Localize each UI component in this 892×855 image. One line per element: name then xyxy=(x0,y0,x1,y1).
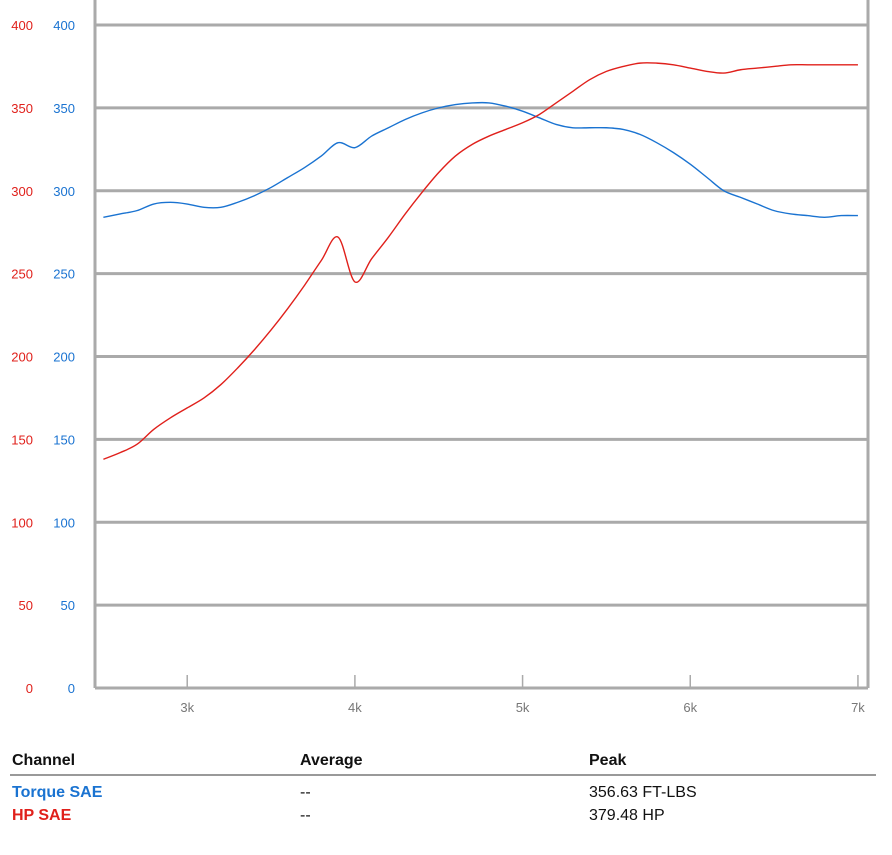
y-tick-label-torque: 0 xyxy=(68,681,75,696)
table-row[interactable]: Torque SAE -- 356.63 FT-LBS xyxy=(10,780,876,803)
y-tick-label-hp: 50 xyxy=(19,598,33,613)
y-tick-label-hp: 0 xyxy=(26,681,33,696)
channel-name: Torque SAE xyxy=(12,784,103,801)
x-tick-label: 3k xyxy=(180,700,194,715)
y-tick-label-torque: 350 xyxy=(53,101,75,116)
y-tick-label-torque: 200 xyxy=(53,350,75,365)
y-tick-label-torque: 300 xyxy=(53,184,75,199)
channel-peak: 356.63 FT-LBS xyxy=(589,784,697,801)
table-row[interactable]: HP SAE -- 379.48 HP xyxy=(10,803,876,826)
table-header: Channel Average Peak xyxy=(10,748,876,776)
y-tick-label-torque: 250 xyxy=(53,267,75,282)
channel-average: -- xyxy=(300,807,311,824)
y-tick-label-torque: 150 xyxy=(53,432,75,447)
series-line-hp-sae xyxy=(103,62,858,460)
x-tick-label: 4k xyxy=(348,700,362,715)
x-tick-label: 7k xyxy=(851,700,865,715)
y-tick-label-hp: 350 xyxy=(11,101,33,116)
channel-table: Channel Average Peak Torque SAE -- 356.6… xyxy=(10,748,876,826)
y-tick-label-torque: 400 xyxy=(53,18,75,33)
header-average: Average xyxy=(300,752,363,769)
dyno-chart: 0 50 100 150 200 250 300 350 400 0 50 100 150 200 250… xyxy=(11,0,870,715)
header-channel: Channel xyxy=(12,752,76,769)
x-tick-label: 5k xyxy=(516,700,530,715)
y-axis-labels-hp: 0 50 100 150 200 250 300 350 400 xyxy=(11,18,33,696)
y-tick-label-hp: 150 xyxy=(11,432,33,447)
y-tick-label-torque: 50 xyxy=(61,598,75,613)
series-line-torque-sae xyxy=(103,101,858,218)
channel-average: -- xyxy=(300,784,311,801)
y-tick-label-hp: 300 xyxy=(11,184,33,199)
y-tick-label-hp: 250 xyxy=(11,267,33,282)
channel-name: HP SAE xyxy=(12,807,72,824)
header-peak: Peak xyxy=(589,752,627,769)
y-tick-label-torque: 100 xyxy=(53,515,75,530)
y-tick-label-hp: 400 xyxy=(11,18,33,33)
channel-peak: 379.48 HP xyxy=(589,807,665,824)
y-tick-label-hp: 100 xyxy=(11,515,33,530)
x-axis-ticks: 3k 4k 5k 6k 7k xyxy=(180,675,865,715)
y-axis-labels-torque: 0 50 100 150 200 250 300 350 400 xyxy=(53,18,75,696)
series-layer xyxy=(103,62,858,460)
x-tick-label: 6k xyxy=(683,700,697,715)
y-tick-label-hp: 200 xyxy=(11,350,33,365)
grid-layer xyxy=(93,0,870,690)
